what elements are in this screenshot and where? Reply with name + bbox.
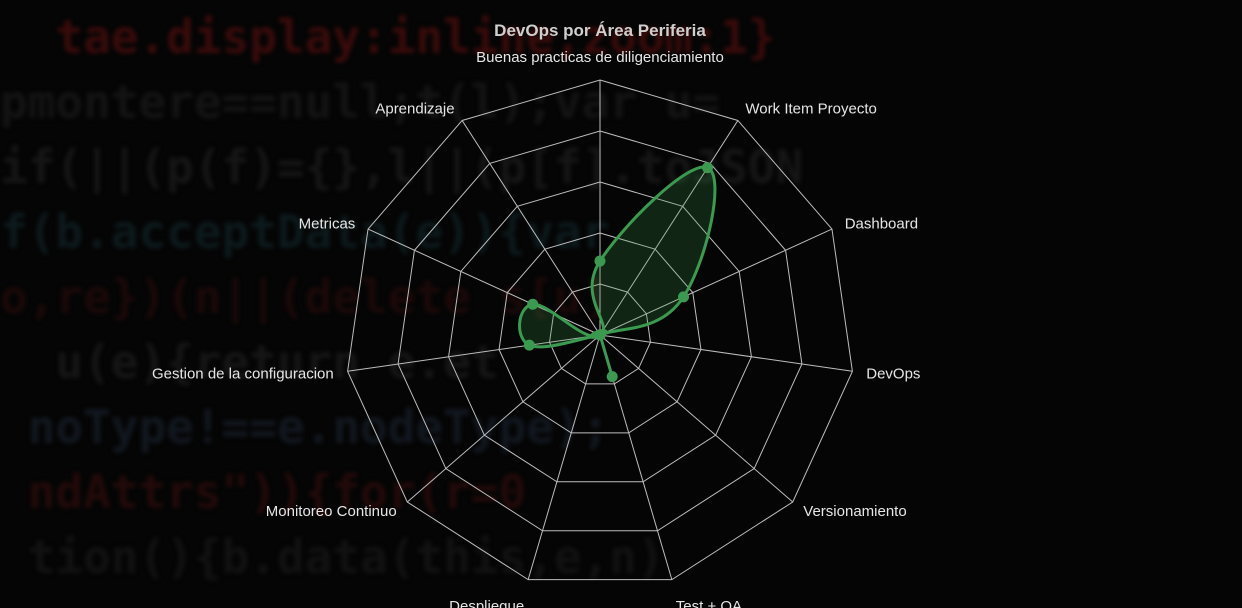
grid-ring-2	[498, 232, 702, 434]
spoke-1	[599, 120, 739, 336]
grid-ring-4	[397, 130, 803, 532]
spoke-4	[599, 334, 794, 503]
axis-label-9: Metricas	[299, 215, 356, 232]
data-point-8	[523, 339, 535, 351]
axis-labels: Buenas practicas de diligenciamiento Work…	[152, 49, 920, 608]
spoke-10	[461, 120, 601, 336]
spoke-6	[527, 334, 601, 580]
axis-label-8: Gestion de la configuracion	[152, 365, 334, 382]
spoke-2	[599, 228, 833, 336]
axis-label-1: Work Item Proyecto	[745, 101, 876, 118]
grid-ring-1	[549, 283, 651, 385]
axis-label-0: Buenas practicas de diligenciamiento	[476, 49, 724, 66]
series-area-0	[518, 165, 717, 379]
grid-ring-5	[347, 79, 853, 581]
data-point-5	[606, 371, 618, 383]
spoke-8	[347, 334, 601, 372]
axis-label-7: Monitoreo Continuo	[266, 503, 397, 520]
spoke-7	[406, 334, 601, 503]
data-point-0	[594, 255, 606, 267]
radar-grid	[347, 79, 853, 581]
axis-label-3: DevOps	[866, 365, 920, 382]
data-point-9	[527, 298, 539, 310]
axis-label-6: Despliegue	[449, 598, 524, 608]
data-point-10	[594, 329, 606, 341]
axis-label-2: Dashboard	[845, 215, 918, 232]
axis-label-5: Test + QA	[676, 598, 742, 608]
grid-ring-3	[448, 181, 752, 483]
data-point-2	[678, 291, 690, 303]
axis-label-4: Versionamiento	[803, 503, 906, 520]
spoke-3	[599, 334, 853, 372]
axis-label-10: Aprendizaje	[375, 101, 454, 118]
radar-series	[518, 162, 717, 383]
chart-title: DevOps por Área Periferia	[494, 21, 706, 40]
data-point-1	[702, 162, 714, 174]
